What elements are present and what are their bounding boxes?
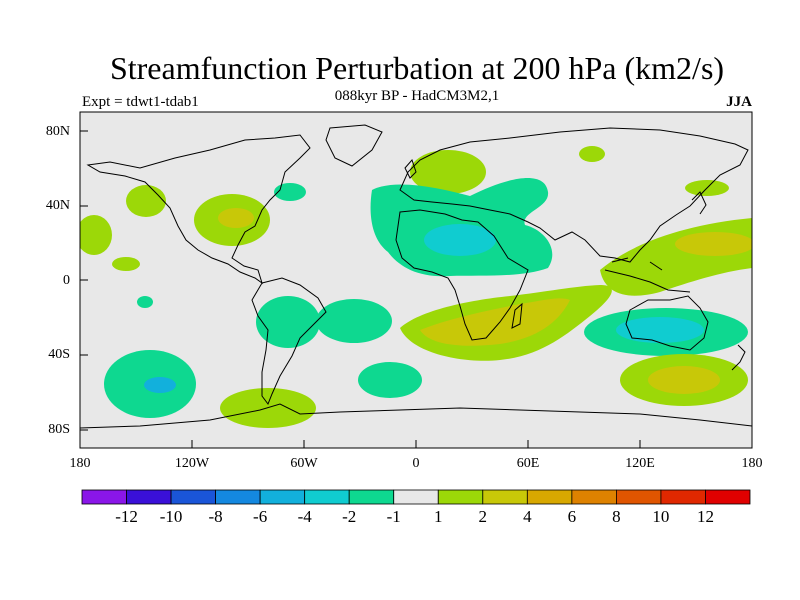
- colorbar-label: -12: [115, 507, 138, 526]
- coast-antarctica: [80, 403, 752, 429]
- lat-label-0: 0: [63, 273, 70, 288]
- anomaly-barents-pos: [579, 146, 605, 162]
- colorbar-box: [304, 489, 350, 505]
- anomaly-southatlantic-neg: [256, 296, 320, 348]
- coast-greenland: [325, 124, 383, 167]
- anomaly-mideast-neg2: [424, 224, 496, 256]
- colorbar-label: -8: [208, 507, 223, 526]
- colorbar-label: 12: [696, 507, 714, 526]
- lon-label-180e: 180: [741, 456, 763, 471]
- lat-label-40n: 40N: [45, 198, 70, 213]
- coast-japan: [691, 191, 707, 215]
- coast-south-america: [251, 277, 327, 406]
- anomaly-labrador-neg: [274, 183, 306, 201]
- colorbar-label: -10: [159, 507, 183, 526]
- colorbar-box: [259, 489, 306, 505]
- coast-africa: [395, 209, 529, 341]
- colorbar-label: 8: [612, 507, 621, 526]
- colorbar-box: [616, 489, 662, 505]
- anomaly-scandinavia-pos: [410, 150, 486, 194]
- anomaly-spacific-neg: [316, 299, 392, 343]
- anomaly-westpacific-pos2: [675, 232, 752, 256]
- colorbar-label: -1: [386, 507, 401, 526]
- colorbar-box: [526, 489, 573, 505]
- season-label: JJA: [726, 94, 752, 110]
- colorbar-box: [393, 489, 439, 505]
- anomaly-usa-pos2: [218, 208, 254, 228]
- lat-label-80n: 80N: [45, 124, 70, 139]
- axis-ticks: [80, 130, 641, 448]
- lat-label-80s: 80S: [48, 422, 70, 437]
- lon-label-120e: 120E: [625, 456, 655, 471]
- colorbar-label: -4: [297, 507, 312, 526]
- anomaly-australia-neg2: [616, 317, 704, 343]
- colorbar-label: -6: [253, 507, 268, 526]
- coastlines: [80, 124, 752, 429]
- colorbar-box: [571, 489, 617, 505]
- anomaly-southern-pos2: [648, 366, 720, 394]
- coast-new-zealand: [731, 344, 746, 371]
- colorbar-box: [126, 489, 172, 505]
- colorbar-label: 10: [652, 507, 670, 526]
- coast-madagascar: [511, 302, 523, 329]
- lon-label-180w: 180: [69, 456, 91, 471]
- lat-label-40s: 40S: [48, 347, 70, 362]
- coast-uk: [404, 159, 417, 179]
- colorbar-label: 6: [567, 507, 577, 526]
- anomaly-pacific-pos: [80, 215, 112, 255]
- colorbar-label: -2: [342, 507, 357, 526]
- lon-label-120w: 120W: [174, 456, 210, 471]
- plot-subtitle: 088kyr BP - HadCM3M2,1: [334, 88, 500, 104]
- colorbar-box: [660, 489, 706, 505]
- anomaly-hawaii-pos: [112, 257, 140, 271]
- plot-title: Streamfunction Perturbation at 200 hPa (…: [109, 50, 725, 86]
- colorbar-label: 4: [523, 507, 532, 526]
- colorbar-box: [81, 489, 127, 505]
- lon-label-0: 0: [412, 456, 420, 471]
- colorbar-box: [215, 489, 261, 505]
- anomaly-southatlantic-neg2: [358, 362, 422, 398]
- anomaly-southpacific-neg2: [144, 377, 176, 393]
- colorbar-box: [482, 489, 528, 505]
- colorbar-label: 2: [478, 507, 488, 526]
- coast-indonesia: [604, 257, 691, 293]
- experiment-label: Expt = tdwt1-tdab1: [82, 94, 199, 110]
- colorbar-box: [705, 489, 751, 505]
- colorbar: [81, 489, 751, 505]
- coast-eurasia: [399, 127, 749, 263]
- coast-north-america: [86, 134, 311, 285]
- coast-australia: [625, 295, 709, 351]
- lon-label-60e: 60E: [516, 456, 540, 471]
- anomaly-equator-neg: [137, 296, 153, 308]
- colorbar-label: 1: [434, 507, 443, 526]
- map-panel: [80, 112, 752, 448]
- colorbar-box: [437, 489, 484, 505]
- anomaly-npacific-pos: [126, 185, 166, 217]
- colorbar-box: [170, 489, 216, 505]
- lon-label-60w: 60W: [290, 456, 318, 471]
- colorbar-box: [348, 489, 395, 505]
- anomaly-indian-pos2: [420, 298, 570, 346]
